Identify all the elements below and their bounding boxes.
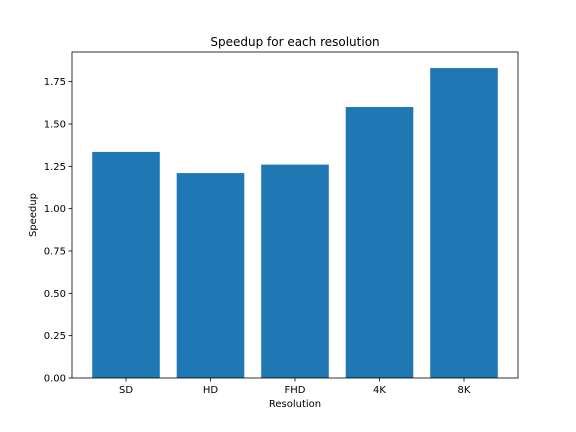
x-tick-label: 4K <box>373 385 386 396</box>
bar-hd <box>176 173 245 378</box>
x-tick-label: HD <box>203 385 219 396</box>
bar-sd <box>92 151 160 378</box>
y-tick-label: 1.25 <box>44 162 66 173</box>
x-tick-label: SD <box>119 385 133 396</box>
x-axis: SD HD FHD 4K 8K <box>119 378 471 396</box>
y-tick-label: 0.25 <box>44 331 66 342</box>
bar-4k <box>345 107 414 378</box>
y-tick-label: 0.00 <box>44 374 66 385</box>
chart-title: Speedup for each resolution <box>210 35 379 49</box>
x-tick-label: FHD <box>285 385 306 396</box>
y-tick-label: 1.75 <box>44 77 66 88</box>
x-tick-label: 8K <box>458 385 471 396</box>
y-tick-label: 0.75 <box>44 246 66 257</box>
y-tick-label: 1.00 <box>44 204 66 215</box>
bar-8k <box>430 68 498 378</box>
bar-fhd <box>261 164 329 378</box>
bars-group <box>92 68 498 378</box>
y-tick-label: 0.50 <box>44 289 66 300</box>
y-tick-label: 1.50 <box>44 119 66 130</box>
y-axis: 0.00 0.25 0.50 0.75 1.00 1.25 1.50 1.75 <box>44 77 72 385</box>
x-axis-label: Resolution <box>269 399 321 410</box>
y-axis-label: Speedup <box>28 193 39 237</box>
